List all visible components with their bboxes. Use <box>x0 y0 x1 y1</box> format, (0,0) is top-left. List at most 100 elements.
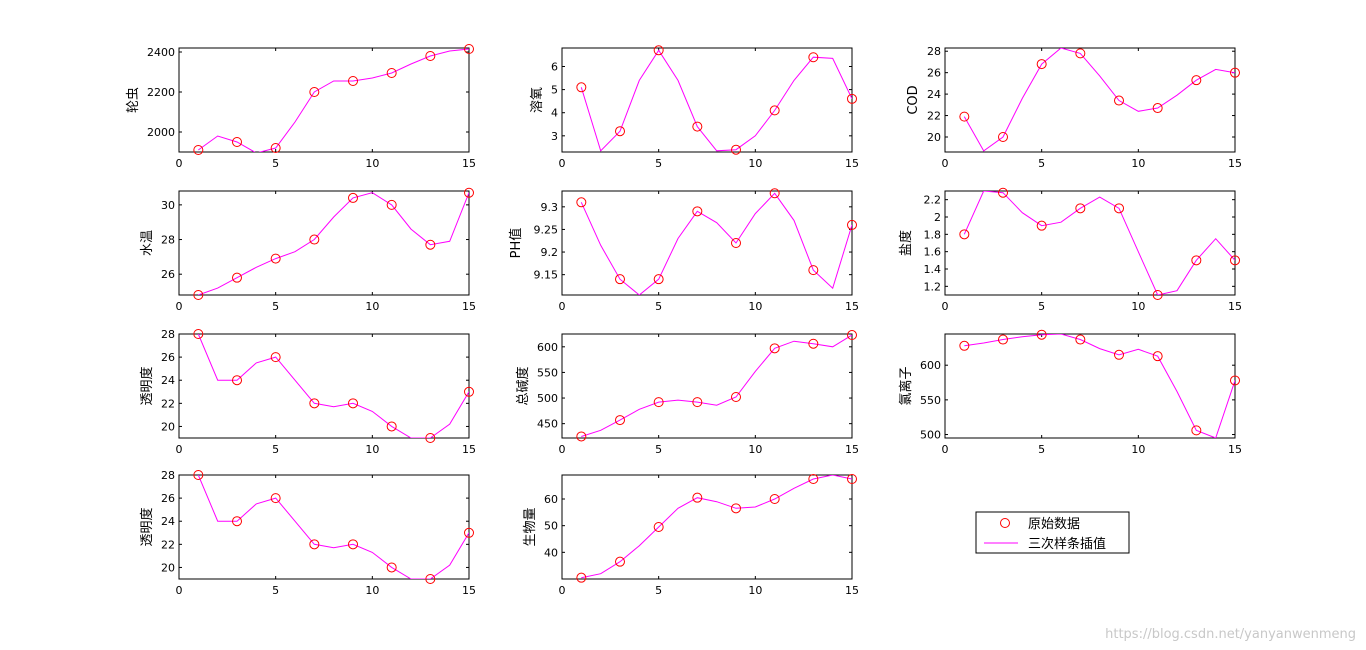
data-point-marker <box>464 187 474 198</box>
data-point-marker <box>692 206 703 217</box>
y-tick-label: 26 <box>161 351 175 364</box>
spline-line <box>964 334 1235 438</box>
axes-box <box>561 333 853 439</box>
y-tick-label: 1.8 <box>924 228 942 241</box>
data-point-marker <box>576 197 587 208</box>
data-point-marker <box>847 219 857 230</box>
y-tick-label: 3 <box>551 130 558 143</box>
data-point-marker <box>1230 375 1240 386</box>
data-point-marker <box>193 145 204 155</box>
data-point-marker <box>847 330 857 341</box>
y-tick-label: 26 <box>161 492 175 505</box>
x-tick-label: 15 <box>462 300 476 313</box>
data-point-marker <box>193 329 204 339</box>
data-point-marker <box>615 556 625 567</box>
y-tick-label: 5 <box>551 84 558 97</box>
data-point-marker <box>1036 329 1047 340</box>
data-point-marker <box>270 253 281 264</box>
data-point-marker <box>1114 349 1124 360</box>
y-tick-label: 9.3 <box>541 201 559 214</box>
y-axis-label: 透明度 <box>139 507 155 546</box>
x-tick-label: 0 <box>559 443 566 456</box>
y-tick-label: 40 <box>544 546 558 559</box>
axes-box <box>178 333 470 439</box>
y-tick-label: 550 <box>920 394 941 407</box>
subplot-3: 0 5 10 15 20 22 24 26 28 COD <box>906 45 1242 170</box>
data-point-marker <box>615 126 625 137</box>
y-tick-label: 20 <box>161 420 175 433</box>
x-tick-label: 5 <box>1038 157 1045 170</box>
data-point-marker <box>1191 75 1202 86</box>
watermark-text: https://blog.csdn.net/yanyanwenmeng <box>1105 627 1356 642</box>
x-tick-label: 10 <box>365 443 379 456</box>
axes-box <box>561 47 853 153</box>
x-tick-label: 5 <box>272 300 279 313</box>
x-tick-label: 10 <box>365 584 379 597</box>
data-point-marker <box>270 352 281 363</box>
x-tick-label: 10 <box>748 300 762 313</box>
x-tick-label: 10 <box>365 300 379 313</box>
data-point-marker <box>386 562 397 573</box>
y-tick-label: 22 <box>161 538 175 551</box>
data-point-marker <box>692 121 703 132</box>
data-point-marker <box>1152 290 1163 300</box>
data-point-marker <box>1114 203 1124 214</box>
data-point-marker <box>1191 255 1202 266</box>
data-point-marker <box>309 234 320 245</box>
spline-line <box>963 191 1235 295</box>
data-point-marker <box>847 93 857 104</box>
data-point-marker <box>731 503 741 514</box>
y-axis-label: 盐度 <box>898 230 914 256</box>
data-point-marker <box>959 111 970 122</box>
x-tick-label: 0 <box>176 443 183 456</box>
x-tick-label: 0 <box>942 157 949 170</box>
y-tick-label: 2000 <box>147 126 175 139</box>
y-tick-label: 450 <box>537 418 558 431</box>
data-point-marker <box>615 415 625 426</box>
data-point-marker <box>576 572 587 583</box>
y-tick-label: 2200 <box>147 86 175 99</box>
y-tick-label: 20 <box>161 561 175 574</box>
x-tick-label: 15 <box>1228 157 1242 170</box>
data-point-marker <box>348 398 358 409</box>
y-tick-label: 550 <box>537 366 558 379</box>
x-tick-label: 0 <box>559 300 566 313</box>
x-tick-label: 10 <box>1131 300 1145 313</box>
x-tick-label: 5 <box>655 584 662 597</box>
y-tick-label: 500 <box>920 429 941 442</box>
data-point-marker <box>1036 59 1047 70</box>
data-point-marker <box>1075 203 1086 214</box>
data-point-marker <box>309 398 320 409</box>
spline-line <box>198 192 469 295</box>
data-point-marker <box>386 199 397 210</box>
data-point-marker <box>193 470 204 480</box>
y-tick-label: 1.6 <box>924 246 942 259</box>
data-point-marker <box>386 68 397 78</box>
spline-line <box>198 48 469 152</box>
data-point-marker <box>348 76 358 86</box>
x-tick-label: 5 <box>655 443 662 456</box>
data-point-marker <box>998 187 1008 198</box>
y-tick-label: 1.4 <box>924 263 942 276</box>
data-point-marker <box>1152 103 1163 114</box>
axes-box <box>178 190 470 296</box>
y-tick-label: 500 <box>537 392 558 405</box>
spline-line <box>197 334 469 438</box>
x-tick-label: 10 <box>365 157 379 170</box>
subplot-11: 0 5 10 15 40 50 60 生物量 <box>523 474 859 597</box>
y-axis-label: 总碱度 <box>515 366 531 405</box>
data-point-marker <box>576 82 587 93</box>
data-point-marker <box>232 137 242 147</box>
y-tick-label: 50 <box>544 520 558 533</box>
axes-box <box>561 190 853 296</box>
y-tick-label: 26 <box>161 268 175 281</box>
axes-box <box>944 47 1236 153</box>
data-point-marker <box>270 143 281 153</box>
data-point-marker <box>193 290 204 300</box>
y-tick-label: 28 <box>161 234 175 247</box>
x-tick-label: 5 <box>272 443 279 456</box>
x-tick-label: 15 <box>845 300 859 313</box>
data-point-marker <box>309 87 320 97</box>
x-tick-label: 5 <box>1038 443 1045 456</box>
subplot-1: 0 5 10 15 2000 2200 2400 轮虫 <box>126 44 476 170</box>
